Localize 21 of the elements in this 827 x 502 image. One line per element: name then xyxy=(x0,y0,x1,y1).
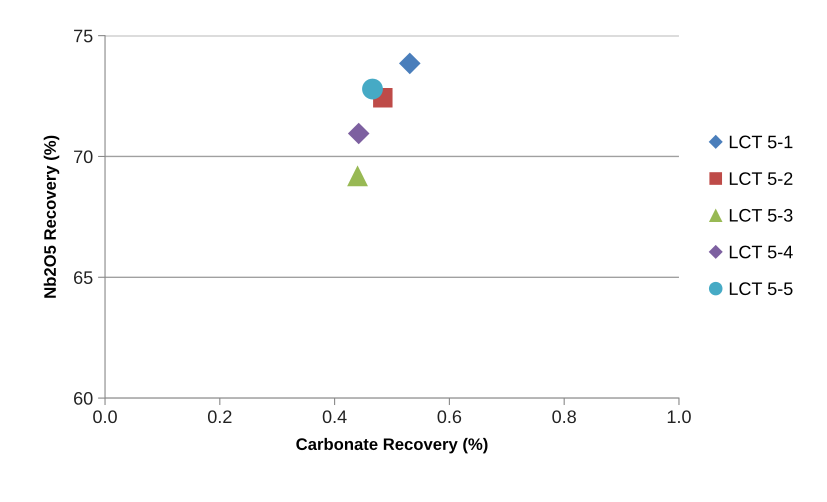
legend-label: LCT 5-2 xyxy=(730,172,792,186)
x-tick-label: 0.0 xyxy=(93,410,117,424)
y-tick-label: 75 xyxy=(74,30,92,42)
legend-label: LCT 5-3 xyxy=(730,208,792,222)
x-axis-title: Carbonate Recovery (%) xyxy=(296,438,488,454)
legend-label: LCT 5-5 xyxy=(730,282,793,296)
x-tick-label: 0.2 xyxy=(208,410,232,424)
point xyxy=(347,165,368,186)
legend-label: LCT 5-1 xyxy=(730,136,792,148)
y-tick-label: 70 xyxy=(74,150,93,164)
y-axis-title: Nb2O5 Recovery (%) xyxy=(44,136,60,298)
y-tick-label: 65 xyxy=(74,271,92,284)
y-tick-label: 60 xyxy=(74,392,93,405)
point xyxy=(348,122,370,144)
legend-label: LCT 5-4 xyxy=(730,246,793,258)
point xyxy=(398,52,421,74)
point xyxy=(362,78,383,100)
x-tick-label: 1.0 xyxy=(668,410,691,424)
x-tick-label: 0.4 xyxy=(322,410,347,424)
x-tick-label: 0.8 xyxy=(552,410,576,424)
x-tick-label: 0.6 xyxy=(438,410,462,424)
